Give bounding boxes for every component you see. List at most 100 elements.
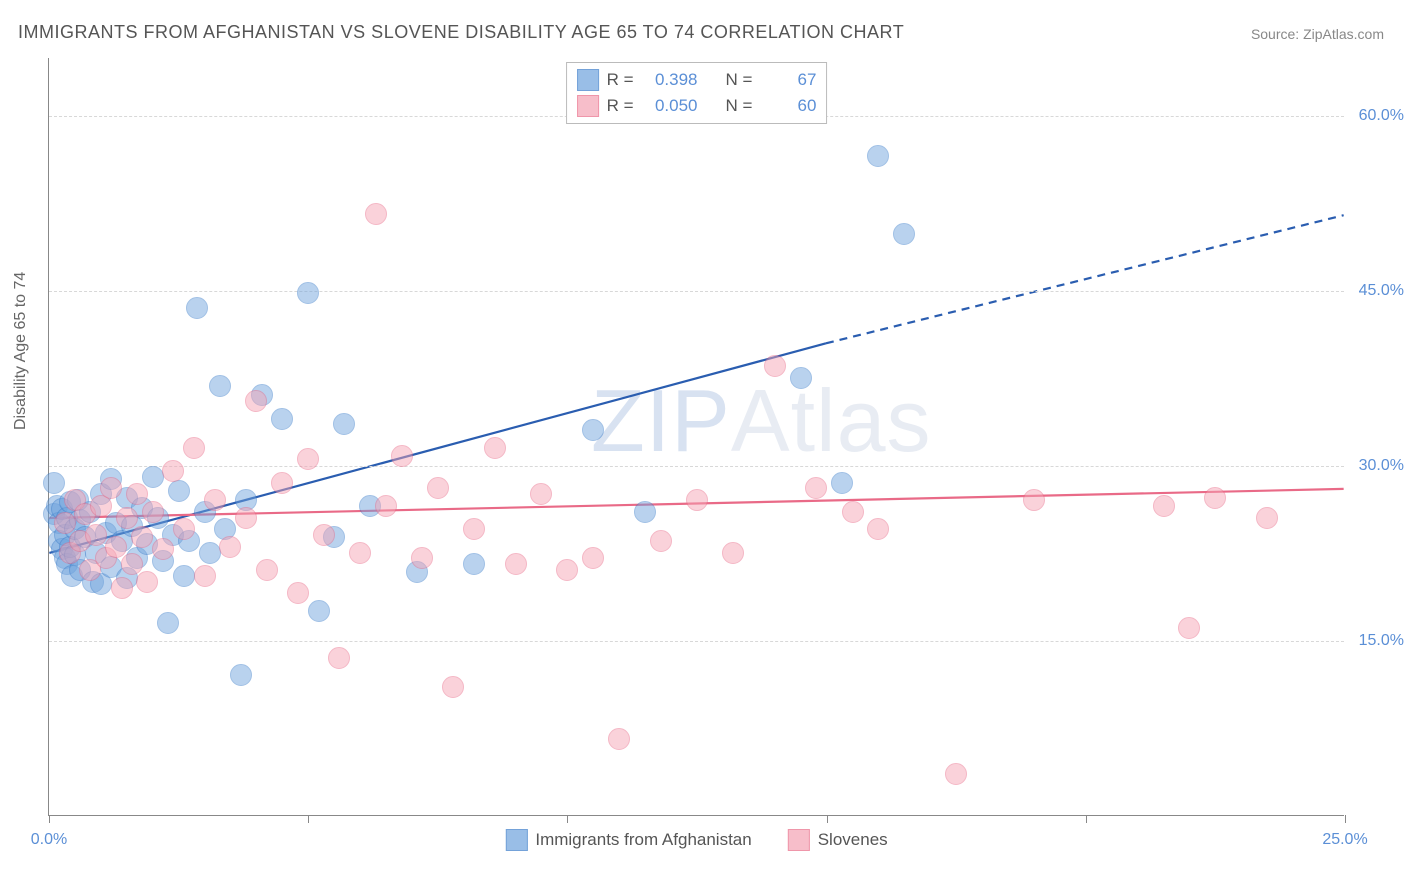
scatter-point [608,728,630,750]
y-tick-label: 15.0% [1359,632,1404,650]
stat-value-r-0: 0.398 [642,70,698,90]
scatter-point [349,542,371,564]
scatter-point [505,553,527,575]
x-tick [1086,815,1087,823]
scatter-point [297,448,319,470]
scatter-point [245,390,267,412]
gridline-h [49,466,1344,467]
scatter-point [484,437,506,459]
scatter-point [116,507,138,529]
x-tick-label: 25.0% [1322,831,1367,849]
scatter-point [168,480,190,502]
scatter-point [126,483,148,505]
x-tick [308,815,309,823]
scatter-point [256,559,278,581]
scatter-point [650,530,672,552]
scatter-point [328,647,350,669]
scatter-point [375,495,397,517]
stat-label-n: N = [726,96,753,116]
plot-area: ZIPAtlas R = 0.398 N = 67 R = 0.050 N = … [48,58,1344,816]
x-tick-label: 0.0% [31,831,67,849]
scatter-point [1204,487,1226,509]
scatter-point [1023,489,1045,511]
x-tick [49,815,50,823]
scatter-point [136,571,158,593]
scatter-point [173,518,195,540]
legend-bottom-label-1: Slovenes [818,830,888,850]
scatter-point [204,489,226,511]
stat-label-r: R = [607,70,634,90]
scatter-point [183,437,205,459]
scatter-point [235,507,257,529]
legend-bottom-item-0: Immigrants from Afghanistan [505,829,751,851]
scatter-point [43,472,65,494]
scatter-point [199,542,221,564]
legend-row-series-0: R = 0.398 N = 67 [577,67,817,93]
scatter-point [1153,495,1175,517]
scatter-point [186,297,208,319]
y-tick-label: 45.0% [1359,282,1404,300]
scatter-point [157,612,179,634]
scatter-point [271,408,293,430]
scatter-point [842,501,864,523]
legend-swatch-bottom-0 [505,829,527,851]
x-tick [827,815,828,823]
legend-bottom-item-1: Slovenes [788,829,888,851]
scatter-point [194,565,216,587]
scatter-point [945,763,967,785]
scatter-point [867,518,889,540]
scatter-point [287,582,309,604]
scatter-point [152,538,174,560]
scatter-point [722,542,744,564]
scatter-point [365,203,387,225]
stat-value-n-0: 67 [760,70,816,90]
watermark: ZIPAtlas [591,370,932,472]
scatter-point [686,489,708,511]
scatter-point [582,419,604,441]
scatter-point [313,524,335,546]
scatter-point [85,524,107,546]
chart-title: IMMIGRANTS FROM AFGHANISTAN VS SLOVENE D… [18,22,904,43]
scatter-point [131,526,153,548]
correlation-chart: IMMIGRANTS FROM AFGHANISTAN VS SLOVENE D… [0,0,1406,892]
legend-bottom: Immigrants from Afghanistan Slovenes [505,829,887,851]
scatter-point [1178,617,1200,639]
x-tick [567,815,568,823]
scatter-point [582,547,604,569]
scatter-point [142,501,164,523]
scatter-point [790,367,812,389]
scatter-point [209,375,231,397]
scatter-point [142,466,164,488]
scatter-point [556,559,578,581]
scatter-point [121,553,143,575]
scatter-point [530,483,552,505]
y-tick-label: 60.0% [1359,107,1404,125]
scatter-point [634,501,656,523]
scatter-point [333,413,355,435]
scatter-point [111,577,133,599]
scatter-point [411,547,433,569]
y-tick-label: 30.0% [1359,457,1404,475]
stat-value-r-1: 0.050 [642,96,698,116]
scatter-point [297,282,319,304]
gridline-h [49,641,1344,642]
gridline-h [49,291,1344,292]
stat-value-n-1: 60 [760,96,816,116]
scatter-point [230,664,252,686]
scatter-point [162,460,184,482]
scatter-point [463,518,485,540]
legend-swatch-bottom-1 [788,829,810,851]
scatter-point [173,565,195,587]
legend-swatch-series-1 [577,95,599,117]
regression-lines-svg [49,58,1344,815]
scatter-point [391,445,413,467]
scatter-point [442,676,464,698]
scatter-point [1256,507,1278,529]
scatter-point [427,477,449,499]
scatter-point [308,600,330,622]
scatter-point [463,553,485,575]
scatter-point [100,477,122,499]
legend-stats-box: R = 0.398 N = 67 R = 0.050 N = 60 [566,62,828,124]
stat-label-n: N = [726,70,753,90]
scatter-point [271,472,293,494]
